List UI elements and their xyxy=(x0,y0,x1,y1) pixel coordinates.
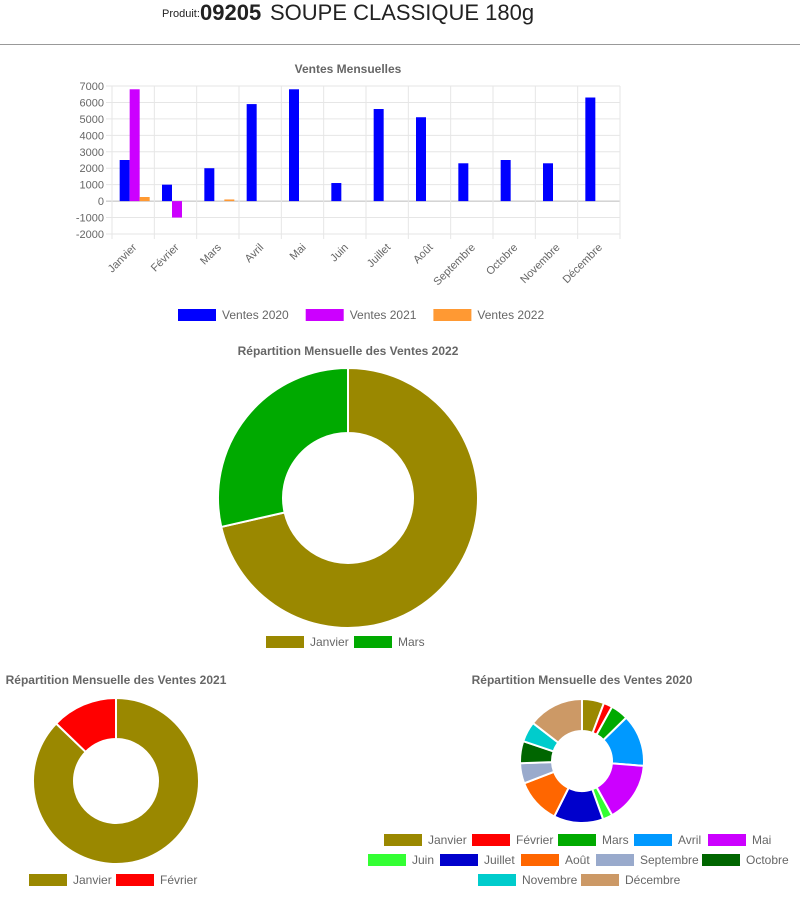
x-tick-label-novembre: Novembre xyxy=(518,242,562,286)
bar-ventes-2021-fevrier xyxy=(172,201,182,218)
donut-2020-legend-swatch-novembre xyxy=(478,874,516,886)
donut-2020-legend-swatch-janvier xyxy=(384,834,422,846)
bar-ventes-2020-mai xyxy=(289,89,299,202)
donut-2020-legend-label-septembre: Septembre xyxy=(640,853,699,867)
y-tick-label: 1000 xyxy=(80,180,104,192)
legend-label-ventes-2022: Ventes 2022 xyxy=(477,308,544,322)
donut-2020-legend-swatch-juin xyxy=(368,854,406,866)
y-tick-label: -1000 xyxy=(76,213,104,225)
bar-ventes-2021-janvier xyxy=(129,89,140,202)
legend-label-ventes-2020: Ventes 2020 xyxy=(222,308,289,322)
y-tick-label: 6000 xyxy=(80,97,104,109)
donut-2021-legend-label-janvier: Janvier xyxy=(73,873,112,887)
bar-chart-title: Ventes Mensuelles xyxy=(295,62,402,76)
bar-ventes-2022-janvier xyxy=(139,197,150,202)
y-tick-label: -2000 xyxy=(76,229,104,241)
donut-2021-slice-janvier xyxy=(32,696,200,865)
donut-2020-legend-swatch-septembre xyxy=(596,854,634,866)
donut-2020-legend-label-aout: Août xyxy=(565,853,590,867)
donut-2020-legend-swatch-juillet xyxy=(440,854,478,866)
x-tick-label-septembre: Septembre xyxy=(431,242,478,289)
x-tick-label-juin: Juin xyxy=(328,242,351,265)
x-tick-label-mai: Mai xyxy=(288,242,309,263)
legend-swatch-ventes-2020 xyxy=(178,309,216,321)
bar-ventes-2020-novembre xyxy=(543,163,553,202)
legend-swatch-ventes-2021 xyxy=(305,309,344,321)
x-tick-label-octobre: Octobre xyxy=(484,242,520,278)
donut-2020-legend-label-octobre: Octobre xyxy=(746,853,789,867)
donut-2021-legend-swatch-janvier xyxy=(29,874,67,886)
x-tick-label-juillet: Juillet xyxy=(365,242,393,270)
donut-2020-legend-label-decembre: Décembre xyxy=(625,873,681,887)
donut-2021-legend-label-fevrier: Février xyxy=(160,873,197,887)
x-tick-label-aout: Août xyxy=(411,242,435,266)
legend-label-ventes-2021: Ventes 2021 xyxy=(350,308,417,322)
bar-ventes-2022-mars xyxy=(224,199,235,202)
donut-2020-legend-label-mai: Mai xyxy=(752,833,771,847)
donut-2020-legend-label-juin: Juin xyxy=(412,853,434,867)
y-tick-label: 2000 xyxy=(80,163,104,175)
monthly-sales-bar-chart: Ventes Mensuelles 7000 6000 5000 4000 3000 200… xyxy=(76,62,621,322)
donut-2022-legend-swatch-janvier xyxy=(266,636,304,648)
product-code: 09205 xyxy=(200,0,262,25)
donut-2020-title: Répartition Mensuelle des Ventes 2020 xyxy=(472,673,693,687)
donut-chart-2021: Répartition Mensuelle des Ventes 2021 Jan… xyxy=(6,673,227,887)
x-tick-label-mars: Mars xyxy=(198,241,224,267)
donut-2022-title: Répartition Mensuelle des Ventes 2022 xyxy=(238,344,459,358)
x-tick-label-decembre: Décembre xyxy=(561,242,605,286)
donut-2020-legend-label-novembre: Novembre xyxy=(522,873,578,887)
product-name: SOUPE CLASSIQUE 180g xyxy=(270,0,535,25)
y-tick-label: 4000 xyxy=(80,130,104,142)
donut-2020-legend-label-janvier: Janvier xyxy=(428,833,467,847)
donut-2021-legend-swatch-fevrier xyxy=(116,874,154,886)
y-tick-label: 5000 xyxy=(80,114,104,126)
donut-2020-legend-swatch-mars xyxy=(558,834,596,846)
y-tick-label: 3000 xyxy=(80,147,104,159)
donut-2020-legend-swatch-decembre xyxy=(581,874,619,886)
x-tick-label-avril: Avril xyxy=(243,242,266,265)
x-tick-label-janvier: Janvier xyxy=(106,241,140,275)
donut-2021-title: Répartition Mensuelle des Ventes 2021 xyxy=(6,673,227,687)
donut-2020-legend-swatch-aout xyxy=(521,854,559,866)
donut-2021-slice-fevrier xyxy=(54,696,117,754)
donut-2022-legend-label-mars: Mars xyxy=(398,635,425,649)
donut-2022-legend-label-janvier: Janvier xyxy=(310,635,349,649)
product-header: Produit: 09205 SOUPE CLASSIQUE 180g xyxy=(0,0,800,45)
donut-2020-legend-label-fevrier: Février xyxy=(516,833,553,847)
y-tick-label: 0 xyxy=(98,196,104,208)
bar-ventes-2020-septembre xyxy=(458,163,469,202)
bar-ventes-2020-aout xyxy=(416,117,426,202)
y-tick-label: 7000 xyxy=(80,81,104,93)
bar-ventes-2020-decembre xyxy=(585,97,596,202)
donut-2020-legend-label-avril: Avril xyxy=(678,833,701,847)
bar-ventes-2020-mars xyxy=(204,168,215,202)
bar-ventes-2020-juin xyxy=(331,183,342,202)
donut-2020-legend-label-juillet: Juillet xyxy=(484,853,515,867)
bar-ventes-2020-avril xyxy=(246,104,257,202)
donut-2020-slice-decembre xyxy=(531,697,583,745)
bar-ventes-2020-octobre xyxy=(500,160,511,202)
donut-chart-2022: Répartition Mensuelle des Ventes 2022 Jan… xyxy=(217,344,479,649)
donut-2020-legend-swatch-avril xyxy=(634,834,672,846)
donut-2020-legend-swatch-fevrier xyxy=(472,834,510,846)
product-label: Produit: xyxy=(162,8,200,20)
donut-2020-legend-swatch-mai xyxy=(708,834,746,846)
bar-ventes-2020-fevrier xyxy=(162,184,172,202)
x-tick-label-fevrier: Février xyxy=(149,241,182,274)
donut-2022-slice-janvier xyxy=(220,366,479,629)
donut-2022-legend-swatch-mars xyxy=(354,636,392,648)
bar-ventes-2020-janvier xyxy=(119,160,130,202)
bar-ventes-2020-juillet xyxy=(373,109,384,202)
legend-swatch-ventes-2022 xyxy=(433,309,472,321)
donut-chart-2020: Répartition Mensuelle des Ventes 2020 Jan… xyxy=(368,673,789,887)
donut-2022-slice-mars xyxy=(217,366,349,529)
donut-2020-legend-label-mars: Mars xyxy=(602,833,629,847)
donut-2020-legend-swatch-octobre xyxy=(702,854,740,866)
